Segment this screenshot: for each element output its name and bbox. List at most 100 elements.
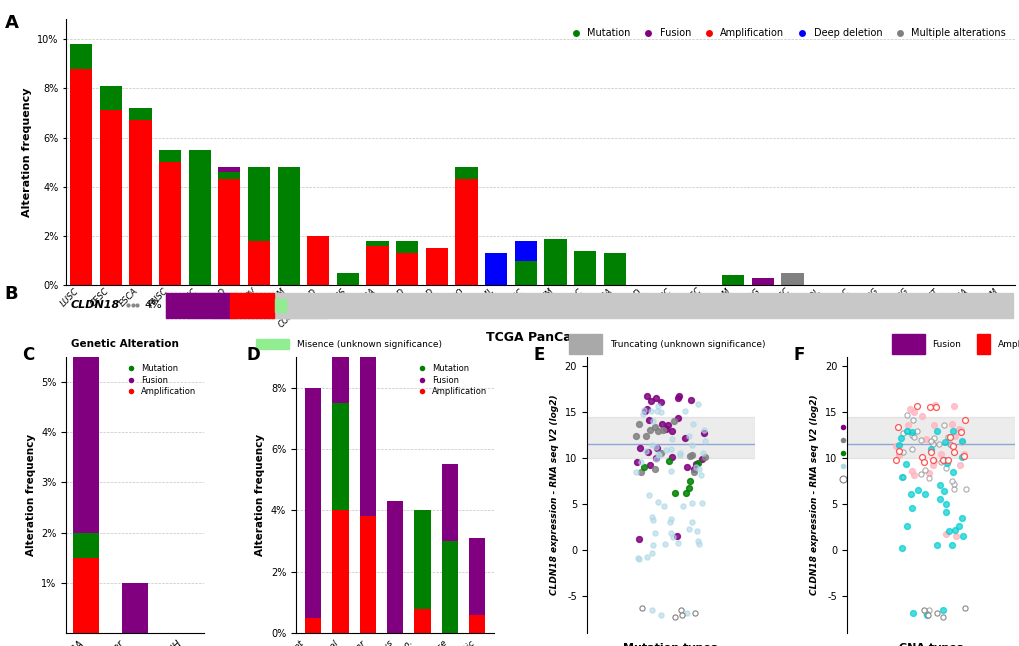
Point [941,432,957,443]
X-axis label: CNA types: CNA types [898,643,962,646]
Point [952,427,968,437]
Point [917,608,933,618]
Point [912,435,928,445]
Point [650,450,666,460]
Point [654,424,671,435]
Point [946,401,962,412]
Point [897,459,913,469]
Point [945,446,961,457]
Point [643,406,659,416]
Point [954,530,970,541]
Point [663,426,680,437]
Point [952,424,968,435]
Point [649,401,665,412]
Point [646,528,662,538]
Text: C: C [22,346,35,364]
Bar [251,293,254,318]
Bar [603,253,626,286]
Point [641,424,657,435]
Point [956,415,972,425]
Point [664,532,681,542]
Point [943,440,959,450]
Point [647,464,663,474]
Bar [569,334,601,354]
Point [647,452,663,463]
Bar [100,86,121,110]
Point [905,432,921,442]
Bar [454,180,477,286]
Point [666,488,683,498]
Point [953,513,969,523]
Point [635,405,651,415]
Point [917,433,933,444]
Point [650,426,666,436]
Point [936,437,953,448]
X-axis label: Mutation types: Mutation types [623,643,717,646]
Point [941,525,957,536]
Point [668,531,685,541]
Point [934,611,951,621]
Point [895,428,911,438]
Point [683,440,699,450]
Bar [198,293,202,318]
Point [904,466,920,476]
Point [891,446,907,456]
Point [657,424,674,434]
Point [945,466,961,477]
Point [630,553,646,563]
Point [655,501,672,512]
Point [638,391,654,402]
Point [684,517,700,527]
Bar [414,510,430,609]
Point [953,436,969,446]
Point [945,479,961,489]
Point [691,463,707,474]
Point [950,424,966,435]
Point [683,450,699,461]
Point [915,457,931,467]
Point [946,431,962,441]
Point [648,406,664,416]
Point [689,458,705,468]
Point [645,540,661,550]
Point [955,451,971,461]
Point [955,448,971,459]
Point [631,554,647,564]
Point [913,452,929,462]
Bar [214,293,217,318]
Point [648,443,664,453]
Bar [72,533,100,557]
Point [647,453,663,464]
Point [681,476,697,486]
Bar [259,293,262,318]
Point [953,437,969,447]
Point [945,426,961,436]
Bar [202,293,206,318]
Bar [395,253,418,286]
Bar [332,403,348,510]
Point [956,603,972,614]
Point [691,539,707,550]
Point [925,456,942,466]
Point [905,470,921,481]
Point [927,608,944,618]
Bar [194,293,198,318]
Bar [206,293,210,318]
Point [696,452,712,462]
Point [916,465,932,475]
Point [921,446,937,457]
Point [652,397,668,407]
Point [649,449,665,459]
Text: Amplification: Amplification [997,340,1019,349]
Bar [159,150,181,162]
Y-axis label: Alteration frequency: Alteration frequency [21,88,32,217]
Bar [366,246,388,286]
Point [646,422,662,432]
Point [906,407,922,417]
Point [903,444,919,454]
Legend: Fusion, Truncation, Missense, Not mutated, Not profiled: Fusion, Truncation, Missense, Not mutate… [830,419,909,488]
Point [903,503,919,513]
Bar [190,293,194,318]
Point [888,441,904,452]
Point [644,605,660,615]
